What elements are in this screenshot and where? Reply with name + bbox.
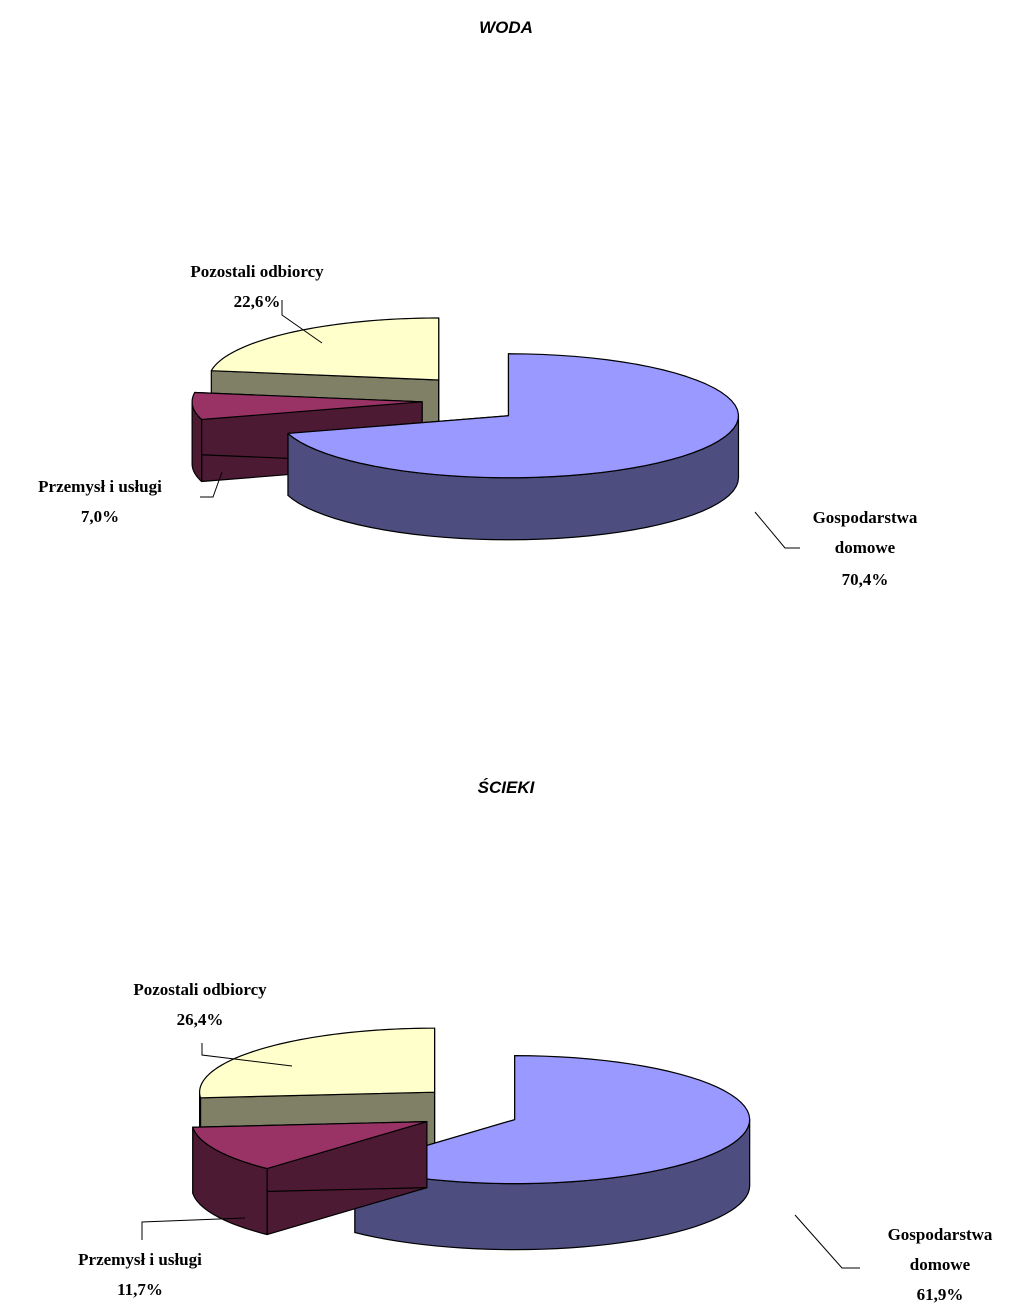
pie-slice (287, 353, 740, 541)
slice-top (354, 1055, 751, 1185)
leader-line (141, 1217, 246, 1240)
slice-value: 26,4% (176, 1010, 224, 1029)
pie-slice (354, 1055, 751, 1251)
slice-value: 70,4% (841, 570, 889, 589)
slice-top (210, 317, 440, 381)
leader-line (754, 511, 800, 549)
slice-label: Gospodarstwa domowe (812, 508, 918, 557)
chart-title: ŚCIEKI (477, 778, 535, 797)
pie-slice (192, 1121, 428, 1236)
slice-label: Gospodarstwa domowe (887, 1225, 993, 1274)
leader-line (794, 1214, 860, 1269)
slice-label: Przemysł i usługi (38, 477, 162, 496)
slice-top (199, 1027, 436, 1099)
slice-value: 11,7% (117, 1280, 163, 1299)
slice-label: Pozostali odbiorcy (190, 262, 324, 281)
leader-line (201, 1043, 293, 1067)
leader-line (281, 300, 323, 344)
slice-value: 61,9% (916, 1285, 964, 1304)
slice-top (192, 1121, 428, 1170)
slice-top (287, 353, 740, 479)
slice-value: 22,6% (233, 292, 281, 311)
slice-label: Pozostali odbiorcy (133, 980, 267, 999)
slice-value: 7,0% (80, 507, 120, 526)
chart-title: WODA (479, 18, 533, 37)
leader-line (200, 471, 223, 498)
slice-top (191, 391, 423, 421)
slice-label: Przemysł i usługi (78, 1250, 202, 1269)
